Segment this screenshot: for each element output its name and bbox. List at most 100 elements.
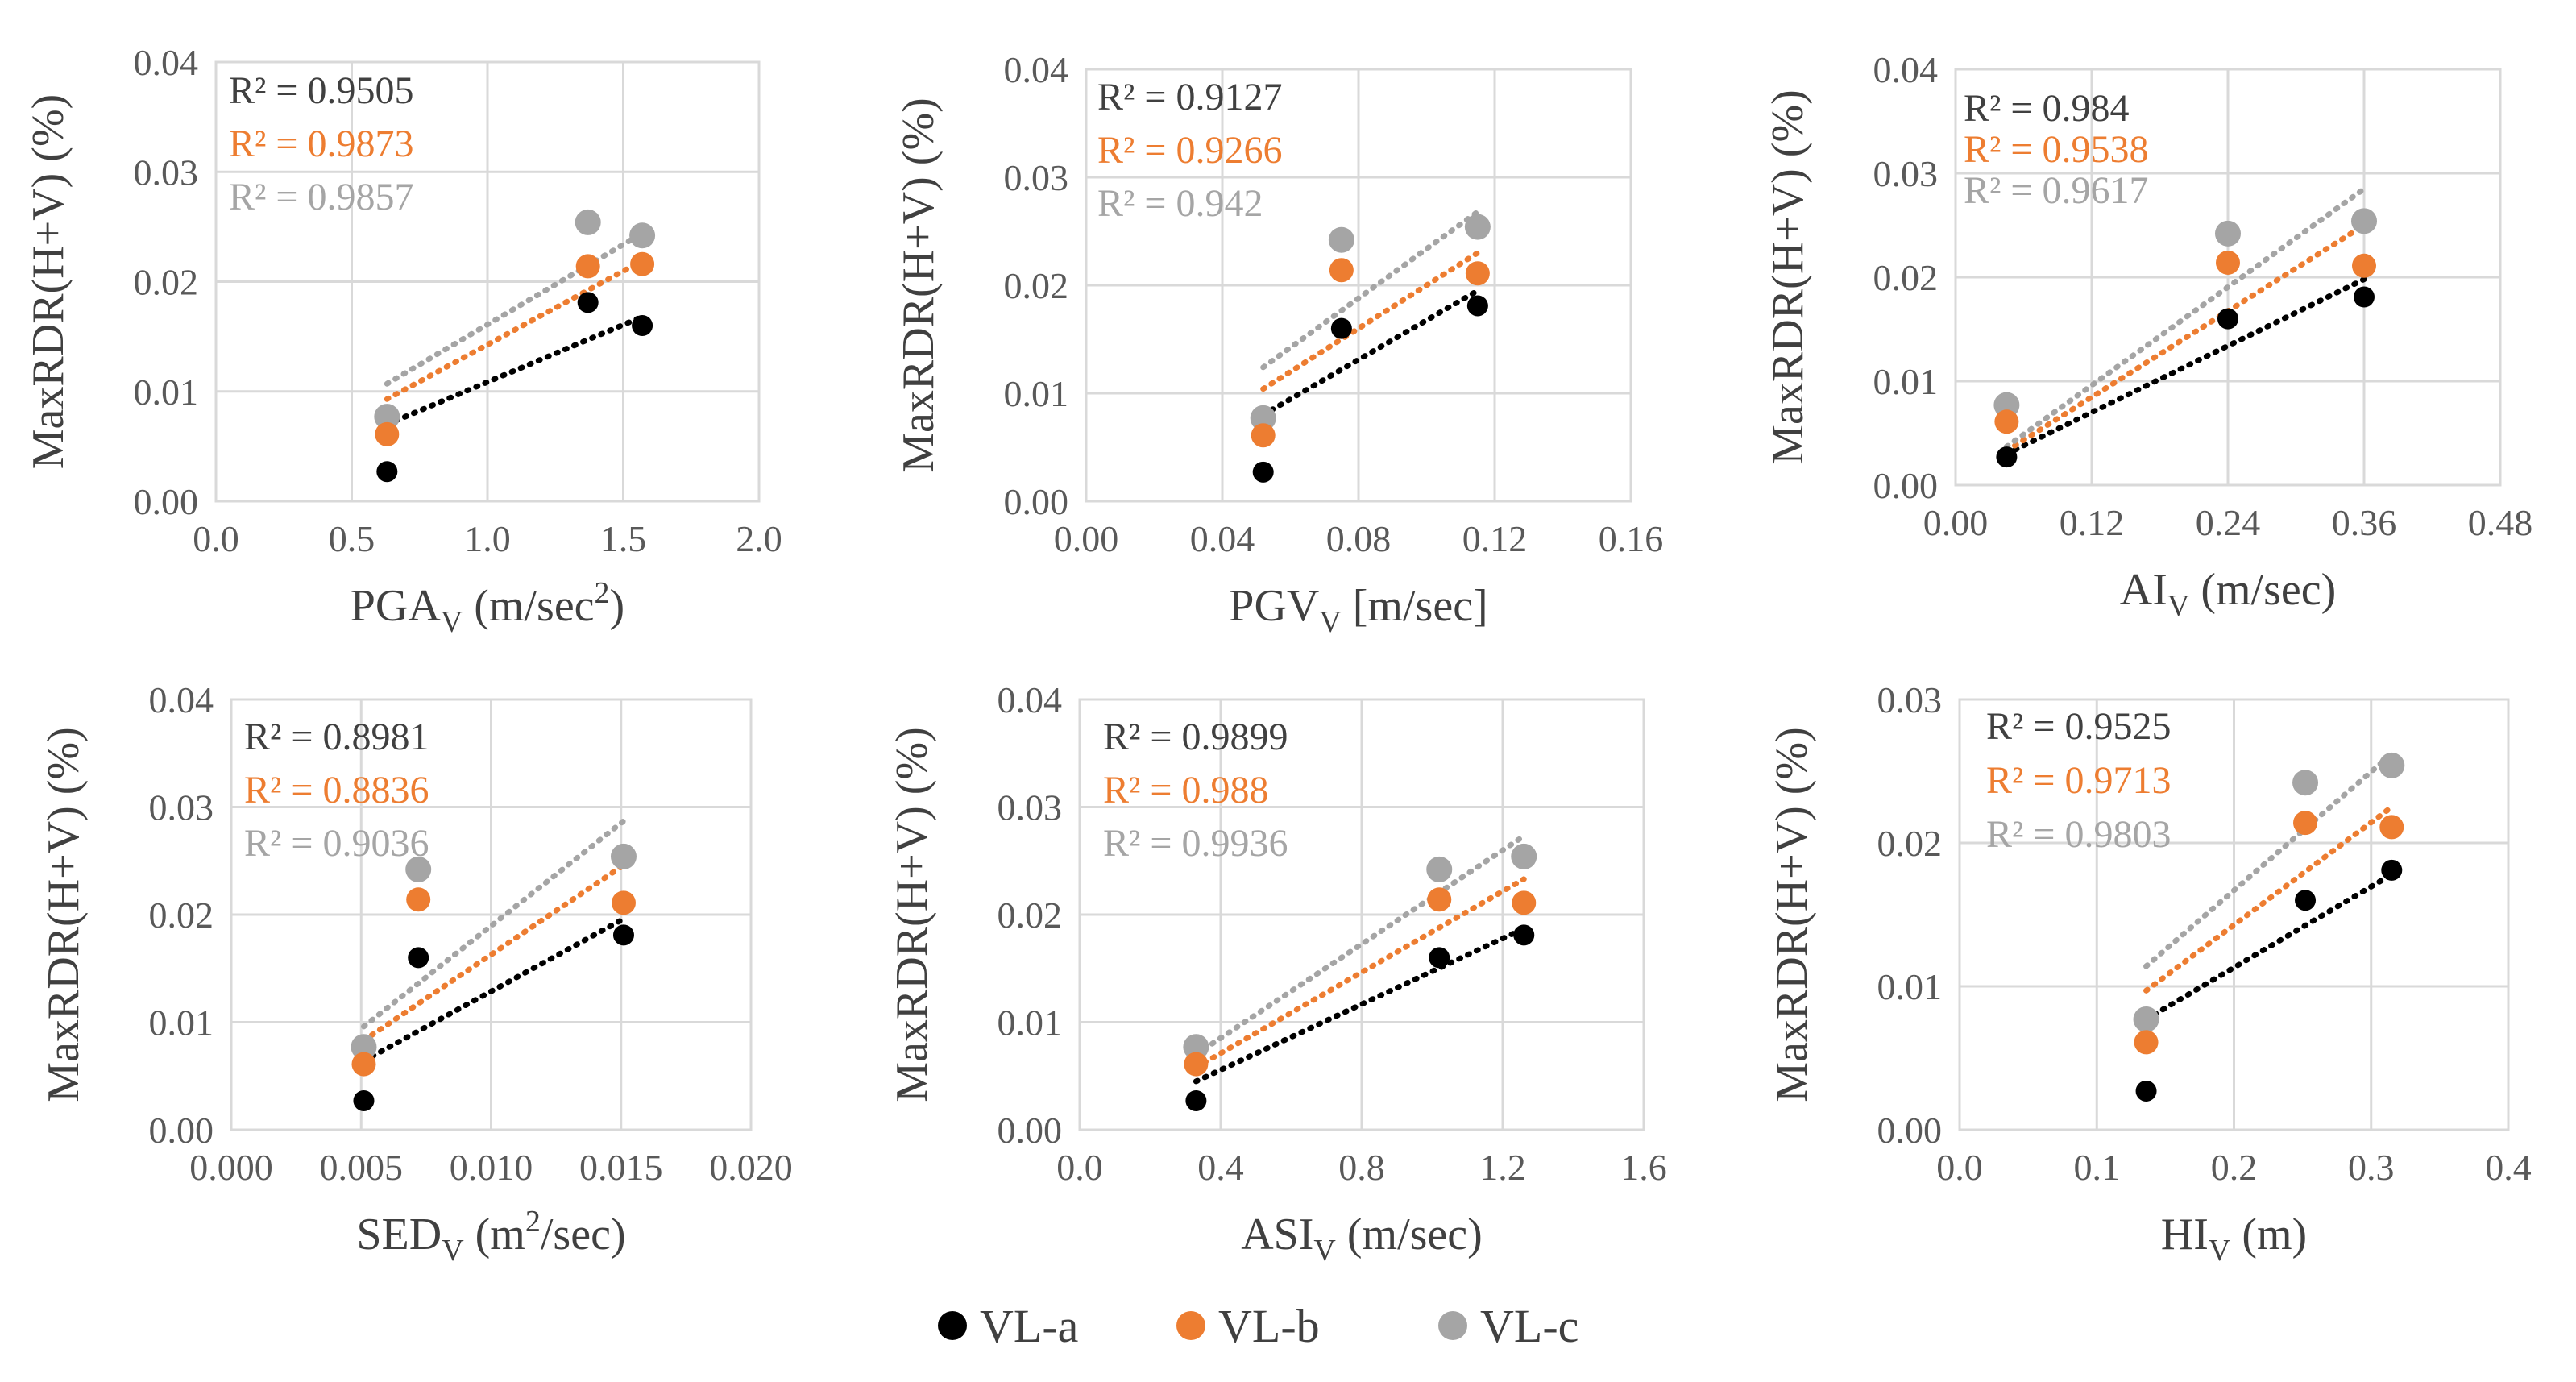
x-tick-label: 0.36 xyxy=(2332,502,2397,543)
legend-label-VL-b: VL-b xyxy=(1218,1300,1320,1352)
trendline-VL-a xyxy=(2143,871,2395,1023)
x-tick-label: 0.00 xyxy=(1054,518,1119,559)
point-VL-b xyxy=(2352,253,2376,278)
r2-label-VL-a: R² = 0.9899 xyxy=(1103,716,1288,758)
point-VL-b xyxy=(630,251,655,276)
y-tick-label: 0.03 xyxy=(1004,157,1069,198)
y-axis-label: MaxRDR(H+V) (%) xyxy=(1763,89,1813,465)
y-tick-label: 0.00 xyxy=(149,1110,214,1151)
x-tick-label: 0.48 xyxy=(2468,502,2533,543)
point-VL-c xyxy=(629,222,656,249)
point-VL-a xyxy=(2354,286,2375,308)
y-tick-label: 0.02 xyxy=(134,262,199,303)
point-VL-a xyxy=(2135,1080,2157,1102)
x-tick-label: 1.0 xyxy=(464,518,511,559)
point-VL-a xyxy=(1996,446,2018,468)
chart-5: 0.0 0.4 0.8 1.2 1.6 0.00 0.01 0.02 0.03 0.04 MaxRD… xyxy=(887,679,1667,1268)
trendline-VL-a xyxy=(2003,276,2367,457)
point-VL-b xyxy=(1512,890,1537,915)
x-tick-label: 0.24 xyxy=(2196,502,2261,543)
y-tick-label: 0.02 xyxy=(998,894,1063,936)
trendline-VL-c xyxy=(384,230,645,387)
x-tick-label: 0.16 xyxy=(1599,518,1664,559)
point-VL-a xyxy=(1513,924,1535,946)
point-VL-c xyxy=(610,843,637,869)
y-tick-label: 0.04 xyxy=(998,679,1063,720)
point-VL-a xyxy=(2295,890,2317,911)
chart-1: 0.0 0.5 1.0 1.5 2.0 0.00 0.01 0.02 0.03 0.04 MaxRD… xyxy=(23,42,782,639)
x-tick-label: 0.0 xyxy=(1936,1147,1983,1188)
point-VL-c xyxy=(1328,226,1354,253)
point-VL-a xyxy=(1185,1089,1207,1111)
point-VL-c xyxy=(1511,843,1537,869)
y-tick-label: 0.02 xyxy=(1004,265,1069,306)
trendline-VL-b xyxy=(384,258,645,402)
point-VL-a xyxy=(2381,859,2403,881)
y-tick-label: 0.01 xyxy=(1004,373,1069,414)
x-tick-label: 0.3 xyxy=(2348,1147,2395,1188)
point-VL-a xyxy=(577,292,599,313)
x-tick-label: 0.2 xyxy=(2211,1147,2258,1188)
point-VL-c xyxy=(1250,405,1276,431)
y-tick-label: 0.01 xyxy=(1873,361,1939,402)
legend-label-VL-a: VL-a xyxy=(980,1300,1078,1352)
x-axis-label: HIV (m) xyxy=(2161,1210,2307,1268)
point-VL-a xyxy=(353,1089,375,1111)
point-VL-b xyxy=(611,890,636,915)
trendline-VL-c xyxy=(2003,185,2367,450)
y-tick-label: 0.02 xyxy=(1877,823,1943,864)
r2-label-VL-b: R² = 0.8836 xyxy=(244,769,429,811)
x-tick-label: 0.08 xyxy=(1326,518,1392,559)
r2-label-VL-c: R² = 0.9857 xyxy=(229,176,413,218)
point-VL-c xyxy=(1464,214,1491,240)
r2-label-VL-b: R² = 0.9538 xyxy=(1964,128,2148,171)
x-axis-label: ASIV (m/sec) xyxy=(1241,1210,1483,1268)
y-tick-label: 0.00 xyxy=(134,481,199,522)
x-tick-label: 0.5 xyxy=(329,518,375,559)
x-tick-label: 0.04 xyxy=(1190,518,1255,559)
x-axis-label: SEDV (m2/sec) xyxy=(356,1205,625,1268)
y-tick-label: 0.02 xyxy=(149,894,214,936)
point-VL-b xyxy=(2216,250,2240,275)
r2-label-VL-c: R² = 0.9617 xyxy=(1964,169,2148,212)
chart-6: 0.0 0.1 0.2 0.3 0.4 0.00 0.01 0.02 0.03 MaxRDR(H+… xyxy=(1767,679,2532,1268)
legend-label-VL-c: VL-c xyxy=(1480,1300,1578,1352)
y-tick-label: 0.04 xyxy=(1004,49,1069,90)
r2-label-VL-b: R² = 0.988 xyxy=(1103,769,1268,811)
y-tick-label: 0.03 xyxy=(134,151,199,193)
trendline-VL-c xyxy=(1260,209,1481,371)
x-tick-label: 0.015 xyxy=(579,1147,663,1188)
x-tick-label: 0.005 xyxy=(320,1147,404,1188)
x-tick-label: 0.4 xyxy=(1197,1147,1244,1188)
r2-label-VL-a: R² = 0.8981 xyxy=(244,716,429,758)
trendline-VL-b xyxy=(1260,250,1481,392)
point-VL-b xyxy=(375,421,400,446)
y-tick-label: 0.00 xyxy=(1004,481,1069,522)
x-tick-label: 0.000 xyxy=(189,1147,273,1188)
y-tick-label: 0.00 xyxy=(998,1110,1063,1151)
trendline-VL-a xyxy=(384,313,645,428)
y-tick-label: 0.02 xyxy=(1873,257,1939,298)
trendline-VL-b xyxy=(360,862,627,1044)
point-VL-a xyxy=(632,315,653,336)
x-tick-label: 0.010 xyxy=(450,1147,533,1188)
point-VL-c xyxy=(1426,856,1453,882)
x-axis-label: AIV (m/sec) xyxy=(2120,565,2336,623)
y-axis-label: MaxRDR(H+V) (%) xyxy=(894,98,944,473)
x-axis-label: PGVV [m/sec] xyxy=(1229,581,1487,639)
legend-marker-VL-b xyxy=(1176,1311,1205,1340)
chart-2: 0.00 0.04 0.08 0.12 0.16 0.00 0.01 0.02 0.03 0.04… xyxy=(894,49,1663,639)
y-tick-label: 0.03 xyxy=(1877,679,1943,720)
r2-label-VL-a: R² = 0.9505 xyxy=(229,69,413,112)
trendline-VL-a xyxy=(1260,288,1481,418)
x-tick-label: 0.00 xyxy=(1923,502,1989,543)
x-tick-label: 1.6 xyxy=(1620,1147,1667,1188)
r2-label-VL-c: R² = 0.9936 xyxy=(1103,822,1288,865)
chart-3: 0.00 0.12 0.24 0.36 0.48 0.00 0.01 0.02 0.03 0.04… xyxy=(1763,49,2532,623)
x-tick-label: 0.0 xyxy=(193,518,239,559)
point-VL-a xyxy=(1330,317,1352,339)
r2-label-VL-b: R² = 0.9713 xyxy=(1986,759,2171,802)
point-VL-b xyxy=(1427,887,1452,912)
point-VL-b xyxy=(2293,811,2318,836)
point-VL-b xyxy=(1994,409,2019,434)
